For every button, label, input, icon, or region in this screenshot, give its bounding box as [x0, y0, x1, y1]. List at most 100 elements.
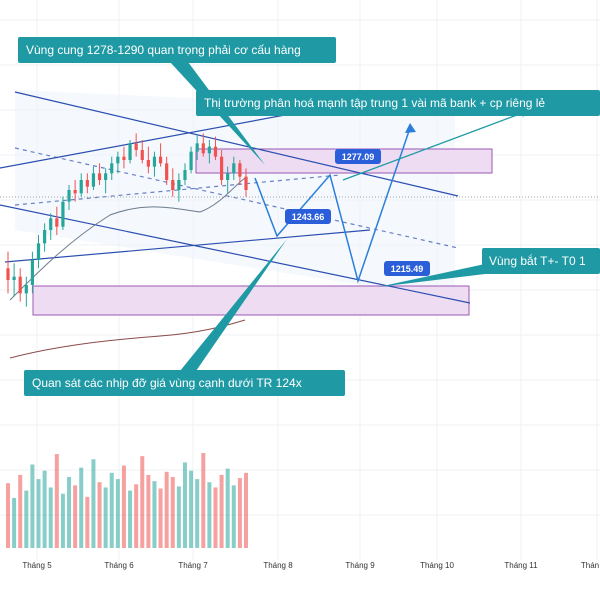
candle [61, 196, 65, 230]
volume-bar [67, 477, 72, 548]
volume-bar [54, 454, 59, 548]
volume-bar [164, 471, 169, 548]
volume-bar [176, 486, 181, 548]
candle-body [110, 163, 114, 174]
candle [183, 163, 187, 185]
candle [18, 268, 22, 302]
candle [244, 168, 248, 197]
bank-arrow-line [342, 111, 526, 181]
candle [43, 223, 47, 252]
volume-bar [97, 482, 102, 548]
grid [0, 0, 600, 560]
volume-bar [128, 490, 133, 548]
x-tick-label: Tháng 10 [420, 561, 454, 570]
candle-body [152, 156, 157, 167]
candle [195, 135, 199, 160]
candle [213, 136, 218, 160]
callout-bank: Thị trường phân hoá mạnh tập trung 1 vài… [196, 90, 600, 116]
candles [6, 133, 248, 307]
support-trendline [4, 229, 371, 263]
candle [165, 156, 169, 185]
projection-arrowhead [405, 123, 416, 133]
volume-bar [12, 497, 17, 548]
volume-bar [134, 484, 139, 548]
candle-body [146, 160, 150, 167]
volume-bar [121, 465, 126, 548]
candle [171, 168, 175, 197]
callout-bank-text: Thị trường phân hoá mạnh tập trung 1 vài… [204, 96, 545, 110]
candle-body [201, 143, 205, 154]
volume-bar [109, 472, 114, 548]
x-tick-label: Tháng 6 [104, 561, 134, 570]
volume-bar [201, 453, 206, 548]
volume-bar [91, 459, 96, 548]
candle-body [97, 173, 102, 180]
candle-body [49, 218, 53, 230]
volume-bars [6, 453, 248, 548]
candle-body [158, 156, 163, 164]
candle [122, 146, 126, 169]
candle-body [43, 230, 47, 244]
volume-bar [146, 474, 151, 548]
candle [55, 206, 59, 235]
price-tag-1215: 1215.49 [384, 261, 430, 276]
price-tag-1243: 1243.66 [285, 209, 331, 224]
candle-body [134, 143, 138, 150]
volume-bar [73, 485, 78, 548]
candle [177, 173, 181, 202]
candle [140, 140, 144, 164]
candle-body [55, 218, 59, 227]
candle [97, 163, 102, 185]
volume-bar [6, 483, 10, 548]
volume-bar [152, 481, 157, 548]
candle-body [61, 201, 65, 227]
candle-body [6, 268, 10, 280]
candle-body [232, 163, 236, 174]
volume-bar [140, 456, 145, 548]
lower-trendline [0, 204, 471, 304]
candle-body [36, 243, 41, 260]
price-tag-1215-text: 1215.49 [391, 264, 424, 274]
candle-body [213, 146, 218, 157]
volume-bar [79, 467, 84, 548]
price-tag-1243-text: 1243.66 [292, 212, 325, 222]
candle [134, 133, 138, 157]
volume-bar [60, 493, 65, 548]
candle-body [165, 163, 169, 180]
candle [6, 251, 10, 294]
channel-shading [15, 90, 455, 300]
candle-body [116, 156, 120, 164]
midline-dashed [14, 147, 459, 249]
volume-bar [158, 488, 163, 548]
candle [91, 166, 96, 190]
candle [219, 150, 224, 185]
candle [226, 166, 230, 194]
volume-bar [225, 468, 230, 548]
candle-body [177, 180, 181, 190]
candle-body [183, 170, 187, 180]
candle [158, 143, 163, 167]
candle-body [140, 150, 144, 160]
volume-bar [115, 479, 120, 548]
candle [201, 133, 205, 157]
candle-body [18, 276, 22, 294]
volume-bar [237, 478, 242, 548]
candle [238, 160, 242, 185]
upper-trendline [14, 91, 459, 197]
candle [128, 140, 132, 164]
candle [85, 173, 89, 194]
candle [110, 156, 114, 180]
ma-fast [9, 177, 246, 301]
candle-body [195, 143, 199, 152]
candle-body [24, 285, 28, 294]
callout-support-text: Quan sát các nhịp đỡ giá vùng cạnh dưới … [32, 376, 302, 390]
candle [79, 173, 83, 197]
candle [73, 180, 77, 202]
volume-bar [170, 477, 175, 548]
x-axis: Tháng 5 Tháng 6 Tháng 7 Tháng 8 Tháng 9 Tháng… [22, 561, 599, 570]
volume-bar [18, 474, 23, 548]
volume-bar [103, 487, 108, 548]
candle [12, 263, 16, 297]
candle-body [189, 151, 193, 170]
